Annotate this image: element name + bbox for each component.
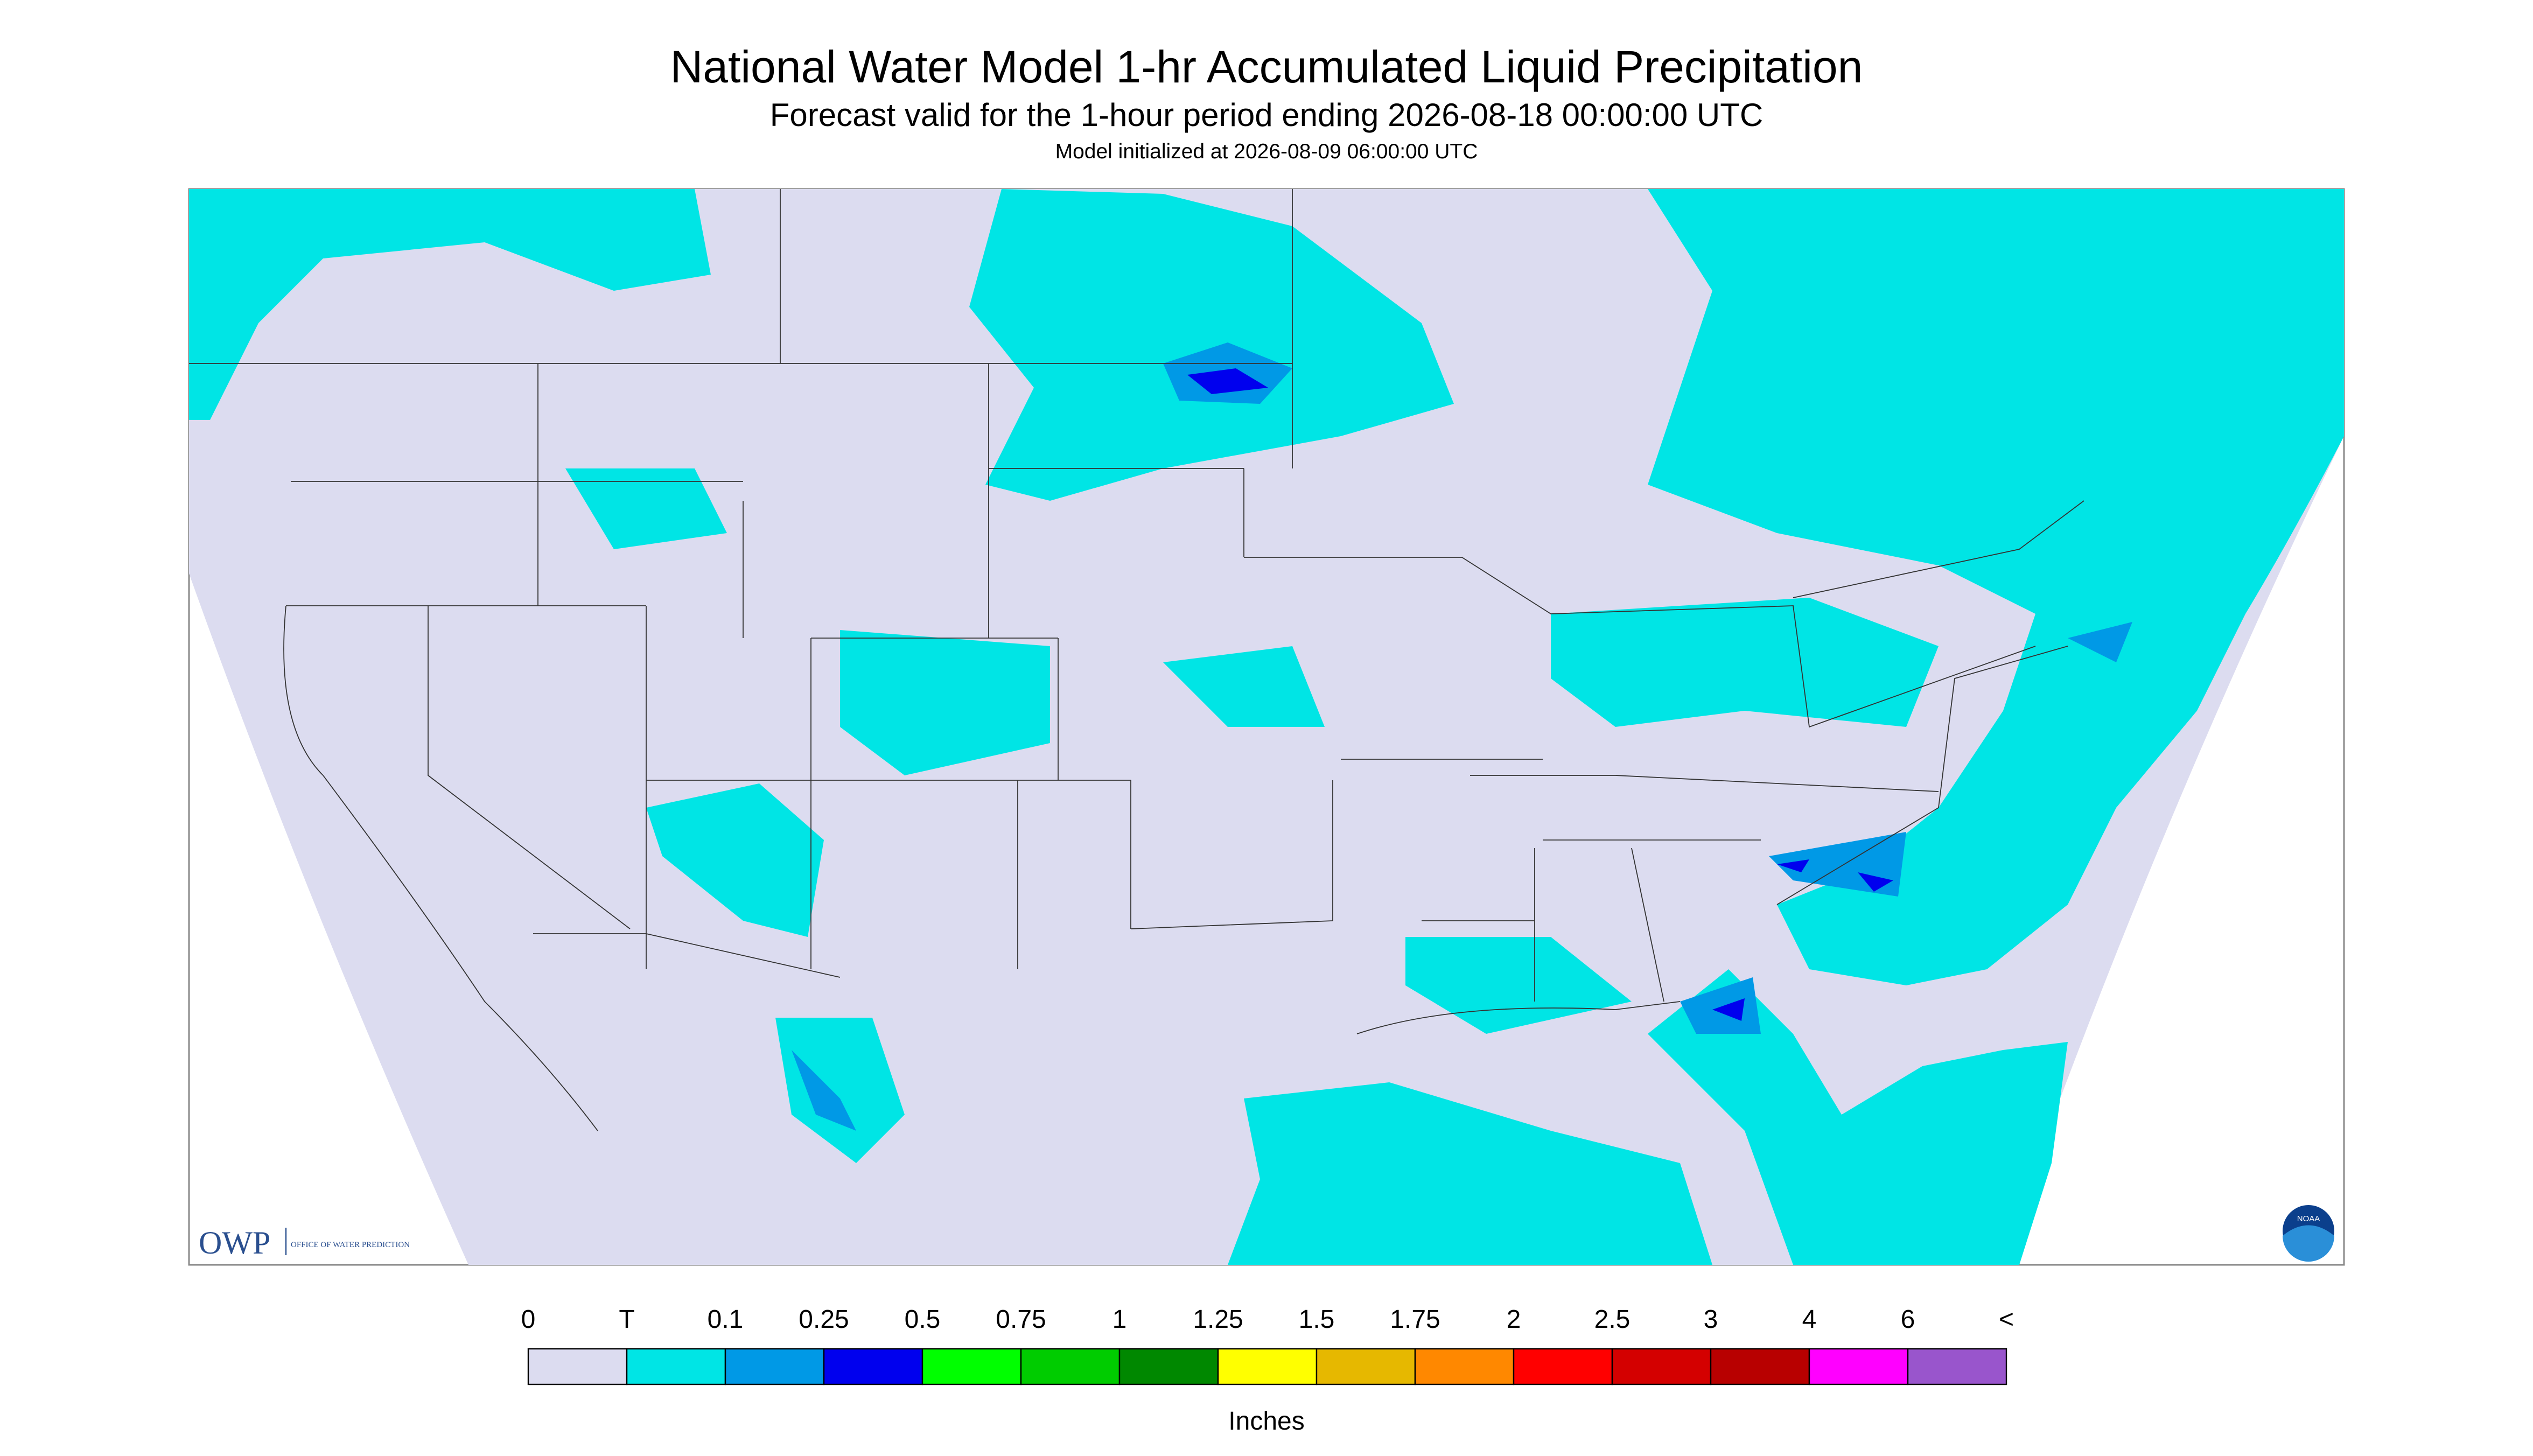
legend-label: 3 — [1704, 1305, 1718, 1334]
map: OWP OFFICE OF WATER PREDICTION NOAA — [188, 188, 2345, 1266]
boundaries — [189, 189, 2084, 1131]
init-time: Model initialized at 2026-08-09 06:00:00… — [1055, 140, 1478, 163]
owp-logo: OWP OFFICE OF WATER PREDICTION — [199, 1225, 410, 1261]
legend-swatch — [1513, 1348, 1613, 1385]
legend-label: 1.5 — [1299, 1305, 1335, 1334]
noaa-logo: NOAA — [2283, 1205, 2334, 1262]
legend-swatch — [1316, 1348, 1416, 1385]
legend-label: 6 — [1901, 1305, 1915, 1334]
legend-label: T — [619, 1305, 634, 1334]
legend-swatch — [626, 1348, 726, 1385]
legend-label: 4 — [1802, 1305, 1817, 1334]
legend-swatch — [1907, 1348, 2007, 1385]
legend-label: < — [1999, 1305, 2014, 1334]
legend-label: 2 — [1507, 1305, 1521, 1334]
legend-swatch — [527, 1348, 628, 1385]
legend-swatch — [1217, 1348, 1318, 1385]
legend-label: 0 — [521, 1305, 536, 1334]
legend-swatch — [823, 1348, 923, 1385]
noaa-mark: NOAA — [2297, 1214, 2320, 1223]
legend-label: 0.1 — [708, 1305, 744, 1334]
owp-name: OFFICE OF WATER PREDICTION — [291, 1241, 410, 1249]
legend-unit: Inches — [1228, 1407, 1304, 1436]
title: National Water Model 1-hr Accumulated Li… — [670, 41, 1863, 92]
legend-swatch — [1710, 1348, 1810, 1385]
legend-label: 0.75 — [996, 1305, 1046, 1334]
legend-label: 1.25 — [1193, 1305, 1243, 1334]
legend-swatch — [921, 1348, 1022, 1385]
legend-label: 1 — [1112, 1305, 1127, 1334]
legend-swatch — [1118, 1348, 1219, 1385]
legend-swatch — [724, 1348, 825, 1385]
legend-swatch — [1808, 1348, 1909, 1385]
legend-swatch — [1611, 1348, 1712, 1385]
legend-label: 1.75 — [1390, 1305, 1440, 1334]
subtitle: Forecast valid for the 1-hour period end… — [770, 97, 1763, 133]
legend-label: 0.25 — [799, 1305, 849, 1334]
legend-swatch — [1020, 1348, 1121, 1385]
precip-areas — [189, 189, 2344, 1265]
legend-swatch — [1414, 1348, 1515, 1385]
legend: 0 T 0.1 0.25 0.5 0.75 1 1.25 1.5 1.75 2 2.5 3 4 6 < — [521, 1305, 2014, 1385]
legend-label: 0.5 — [905, 1305, 941, 1334]
owp-mark: OWP — [199, 1225, 270, 1261]
legend-label: 2.5 — [1594, 1305, 1631, 1334]
